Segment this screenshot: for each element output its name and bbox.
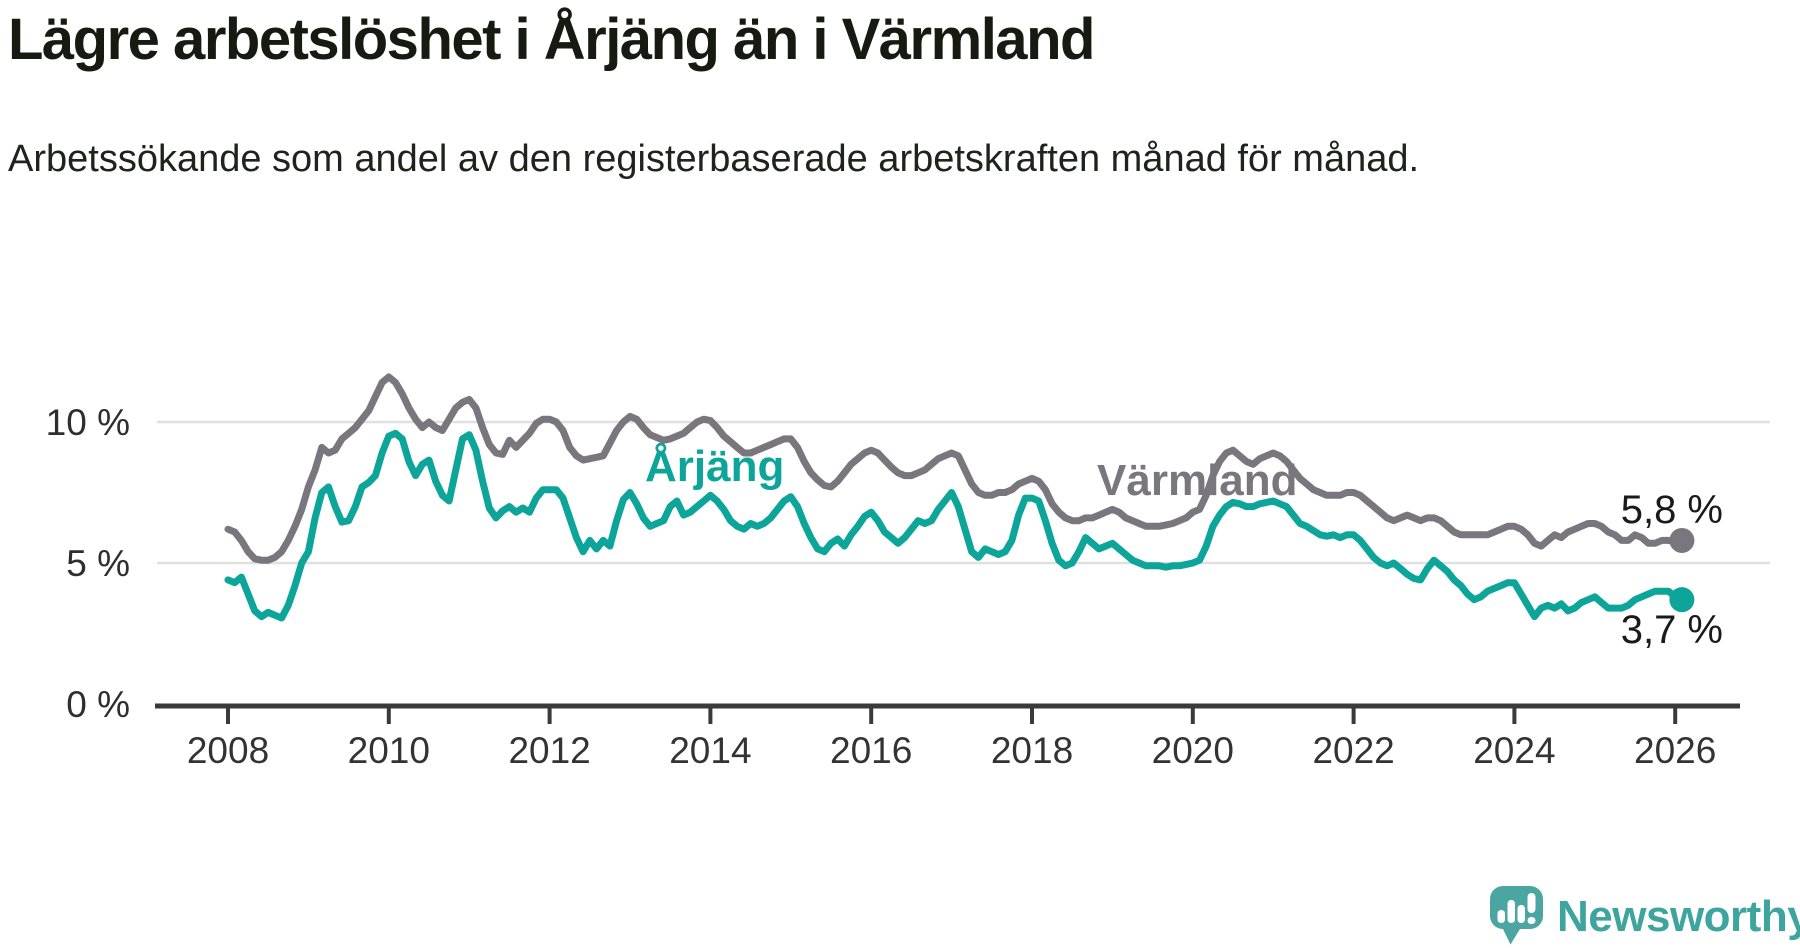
exclamation-dot [1527,917,1536,924]
newsworthy-logo: Newsworthy [1490,886,1800,945]
newsworthy-icon [1490,886,1543,945]
line-varmland [224,373,1686,564]
x-axis-tick-label: 2024 [1473,730,1555,771]
y-axis-tick-label: 0 % [66,684,130,725]
gridlines [157,420,1770,565]
x-axis-tick-label: 2018 [991,730,1073,771]
end-value-label-varmland: 5,8 % [1621,488,1723,532]
x-axis-tick-label: 2020 [1152,730,1234,771]
series-label-arjang: Årjäng [645,442,784,491]
x-axis-tick-label: 2010 [348,730,430,771]
barchart-glyph [1497,893,1536,924]
y-axis-tick-label: 5 % [66,543,130,584]
x-axis-tick-label: 2016 [830,730,912,771]
x-axis-tick-label: 2012 [508,730,590,771]
axes: 0 % 5 % 10 % 2008 2010 2012 2014 2016 2018 2020 20… [46,402,1740,771]
x-axis-tick-label: 2026 [1634,730,1716,771]
end-dot-arjang [1669,587,1695,613]
exclamation-bar [1527,893,1536,913]
line-arjang [224,429,1686,622]
end-value-label-arjang: 3,7 % [1621,608,1723,652]
chart-subtitle: Arbetssökande som andel av den registerb… [8,138,1420,180]
data-series [224,373,1695,622]
end-dot-varmland [1669,527,1695,553]
series-label-varmland: Värmland [1097,456,1298,505]
y-axis-tick-label: 10 % [46,402,130,443]
x-axis-tick-label: 2014 [669,730,751,771]
chart-title: Lägre arbetslöshet i Årjäng än i Värmlan… [8,7,1095,72]
newsworthy-wordmark: Newsworthy [1557,892,1800,941]
x-axis-tick-label: 2022 [1312,730,1394,771]
x-axis-tick-label: 2008 [187,730,269,771]
